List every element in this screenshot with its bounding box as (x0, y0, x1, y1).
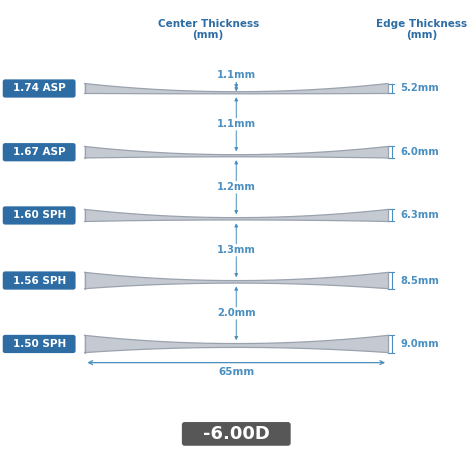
Text: Center Thickness
(mm): Center Thickness (mm) (157, 19, 259, 40)
Text: 1.74 ASP: 1.74 ASP (13, 84, 65, 94)
Text: Edge Thickness
(mm): Edge Thickness (mm) (376, 19, 467, 40)
FancyBboxPatch shape (3, 79, 75, 98)
Text: 2.0mm: 2.0mm (217, 308, 255, 319)
Text: 9.0mm: 9.0mm (401, 339, 439, 349)
Text: 6.0mm: 6.0mm (401, 147, 439, 157)
Polygon shape (84, 84, 388, 94)
FancyBboxPatch shape (3, 335, 75, 353)
Text: 5.2mm: 5.2mm (401, 84, 439, 94)
Text: 1.60 SPH: 1.60 SPH (12, 211, 66, 220)
Polygon shape (84, 336, 388, 353)
Polygon shape (84, 209, 388, 222)
Text: 1.3mm: 1.3mm (217, 245, 255, 255)
Text: 1.1mm: 1.1mm (217, 119, 256, 129)
FancyBboxPatch shape (3, 207, 75, 224)
Text: -6.00D: -6.00D (203, 425, 270, 443)
FancyBboxPatch shape (182, 422, 291, 446)
FancyBboxPatch shape (3, 271, 75, 290)
Text: 1.50 SPH: 1.50 SPH (12, 339, 66, 349)
Text: 1.67 ASP: 1.67 ASP (13, 147, 65, 157)
Text: 65mm: 65mm (218, 367, 255, 377)
FancyBboxPatch shape (3, 143, 75, 162)
Text: 6.3mm: 6.3mm (401, 211, 439, 220)
Text: 1.56 SPH: 1.56 SPH (12, 275, 66, 285)
Text: 1.1mm: 1.1mm (217, 70, 256, 80)
Text: 8.5mm: 8.5mm (401, 275, 439, 285)
Polygon shape (84, 272, 388, 289)
Polygon shape (84, 146, 388, 158)
Text: 1.2mm: 1.2mm (217, 182, 255, 192)
